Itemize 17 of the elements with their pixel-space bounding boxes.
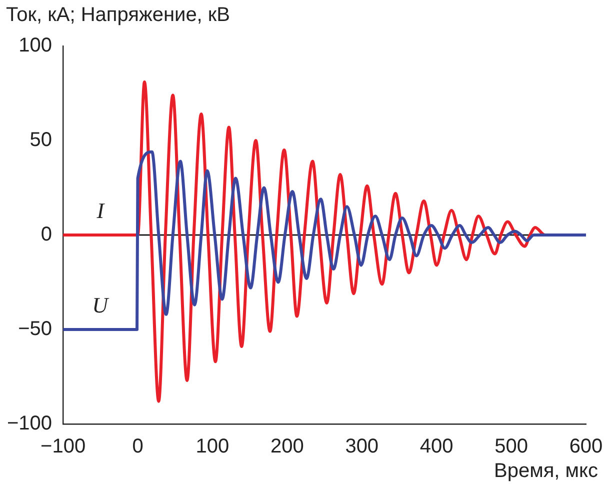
x-tick-label: 600 [569, 436, 603, 458]
x-axis-title: Время, мкс [494, 460, 598, 483]
series-label: I [96, 198, 106, 223]
y-tick-label: −100 [6, 412, 52, 435]
y-tick-label: 100 [18, 34, 52, 57]
x-tick-label: 300 [345, 436, 379, 458]
x-tick-label: 0 [132, 436, 144, 458]
x-tick-label: 400 [420, 436, 454, 458]
x-tick-label: 100 [196, 436, 230, 458]
series-label: U [92, 292, 110, 318]
line-series [63, 150, 586, 331]
y-tick-label: −50 [18, 318, 52, 340]
y-tick-label: 50 [30, 129, 52, 152]
x-tick-label: 200 [270, 436, 304, 458]
y-tick-label: 0 [40, 224, 52, 246]
x-tick-label: 500 [494, 436, 528, 458]
y-axis-title: Ток, кА; Напряжение, кВ [6, 4, 230, 27]
